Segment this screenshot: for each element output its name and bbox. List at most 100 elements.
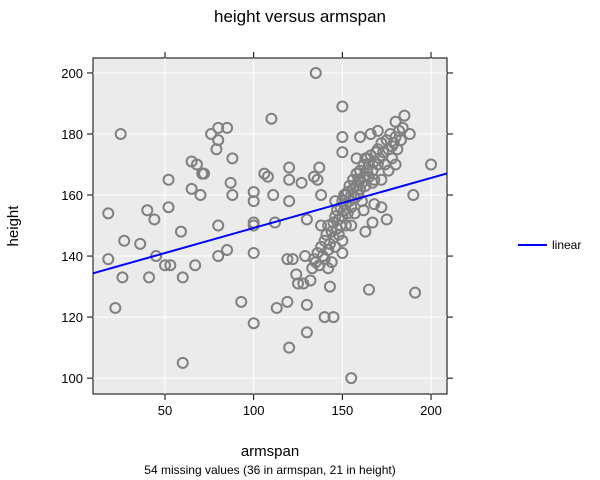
data-point xyxy=(371,158,384,171)
data-point xyxy=(189,259,202,272)
data-point xyxy=(116,271,129,284)
data-point xyxy=(350,167,363,180)
data-point xyxy=(350,152,363,165)
data-point xyxy=(339,219,352,232)
data-point xyxy=(361,164,374,177)
y-tick-label: 140 xyxy=(61,249,83,264)
data-point xyxy=(283,161,296,174)
data-point xyxy=(162,173,175,186)
data-point xyxy=(368,173,381,186)
data-point xyxy=(176,271,189,284)
data-point xyxy=(407,189,420,202)
axis-ticks: 50 100 150 200 100 120 140 160 180 200 xyxy=(61,52,453,418)
data-point xyxy=(226,152,239,165)
data-point xyxy=(382,164,395,177)
data-point xyxy=(315,219,328,232)
data-point xyxy=(304,274,317,287)
data-point xyxy=(345,219,358,232)
plot-area xyxy=(92,57,448,395)
data-point xyxy=(364,127,377,140)
data-point xyxy=(283,195,296,208)
data-point xyxy=(235,295,248,308)
data-point xyxy=(371,124,384,137)
y-tick-label: 160 xyxy=(61,188,83,203)
data-point xyxy=(221,121,234,134)
x-tick-label: 150 xyxy=(332,403,354,418)
data-point xyxy=(380,213,393,226)
data-point xyxy=(176,356,189,369)
data-point xyxy=(281,253,294,266)
x-tick-label: 100 xyxy=(243,403,265,418)
data-point xyxy=(164,259,177,272)
data-point xyxy=(221,243,234,256)
data-point xyxy=(118,234,131,247)
data-point xyxy=(265,112,278,125)
data-point xyxy=(336,146,349,159)
data-point xyxy=(396,121,409,134)
data-point xyxy=(261,170,274,183)
linear-fit-line xyxy=(92,172,448,275)
data-point xyxy=(325,256,338,269)
data-point xyxy=(102,207,115,220)
data-point xyxy=(247,195,260,208)
data-point xyxy=(336,247,349,260)
data-point xyxy=(336,100,349,113)
data-point xyxy=(425,158,438,171)
data-point xyxy=(336,234,349,247)
data-point xyxy=(198,167,211,180)
legend-label-linear: linear xyxy=(552,238,581,252)
data-point xyxy=(318,311,331,324)
data-point xyxy=(205,127,218,140)
data-point xyxy=(159,259,172,272)
data-point xyxy=(332,213,345,226)
data-point xyxy=(300,326,313,339)
data-point xyxy=(247,247,260,260)
data-point xyxy=(329,195,342,208)
data-point xyxy=(315,189,328,202)
data-point xyxy=(286,253,299,266)
data-point xyxy=(409,286,422,299)
data-point xyxy=(345,372,358,385)
data-point xyxy=(309,66,322,79)
data-point xyxy=(224,176,237,189)
data-point xyxy=(329,210,342,223)
data-point xyxy=(114,127,127,140)
legend: linear xyxy=(518,238,581,252)
data-point xyxy=(102,253,115,266)
data-point xyxy=(323,280,336,293)
data-point xyxy=(300,213,313,226)
data-point xyxy=(354,164,367,177)
data-point xyxy=(270,301,283,314)
data-point xyxy=(336,131,349,144)
data-point xyxy=(352,189,365,202)
data-point xyxy=(327,311,340,324)
y-tick-label: 180 xyxy=(61,127,83,142)
data-point xyxy=(194,189,207,202)
data-point xyxy=(311,173,324,186)
data-point xyxy=(226,189,239,202)
data-point xyxy=(322,262,335,275)
y-axis-label: height xyxy=(5,205,22,247)
data-point xyxy=(341,207,354,220)
data-points xyxy=(102,66,438,385)
data-point xyxy=(247,317,260,330)
data-point xyxy=(134,237,147,250)
data-point xyxy=(258,167,271,180)
data-point xyxy=(212,250,225,263)
data-point xyxy=(297,277,310,290)
data-point xyxy=(387,137,400,150)
x-tick-label: 200 xyxy=(420,403,442,418)
data-point xyxy=(359,225,372,238)
data-point xyxy=(212,121,225,134)
data-point xyxy=(109,301,122,314)
data-point xyxy=(357,204,370,217)
data-point xyxy=(389,158,402,171)
data-point xyxy=(283,173,296,186)
data-point xyxy=(174,225,187,238)
data-point xyxy=(162,201,175,214)
data-point xyxy=(368,198,381,211)
y-tick-label: 100 xyxy=(61,371,83,386)
data-point xyxy=(148,213,161,226)
data-point xyxy=(292,277,305,290)
data-point xyxy=(210,143,223,156)
